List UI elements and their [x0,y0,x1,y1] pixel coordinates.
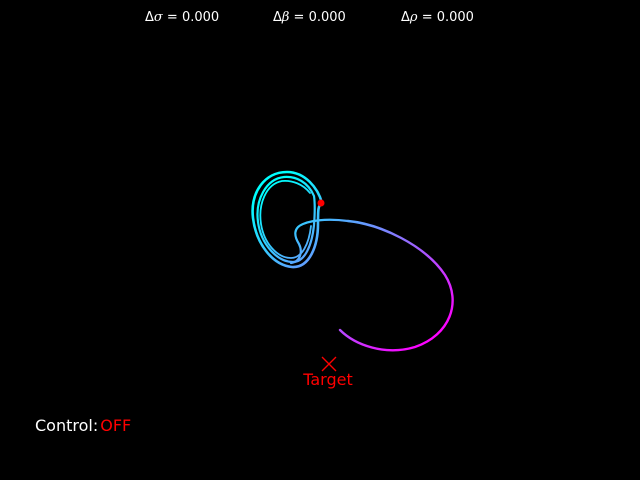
delta-symbol: Δ [145,10,154,25]
trajectory-loop-inner [256,175,316,264]
trajectory-loop-outer [251,170,324,269]
delta-rho-readout: Δρ = 0.000 [401,10,474,25]
control-status: Control: OFF [35,416,131,435]
trajectory-outer-arc [338,219,454,352]
target-label: Target [302,370,353,389]
rho-symbol: ρ [409,10,418,25]
sigma-symbol: σ [153,10,163,25]
trajectory-kink [289,218,350,265]
current-state-marker [317,199,325,207]
delta-rho-value: 0.000 [436,10,474,25]
target-x-icon [321,356,337,372]
beta-symbol: β [281,10,290,25]
delta-symbol: Δ [273,10,282,25]
delta-symbol: Δ [401,10,410,25]
delta-sigma-value: 0.000 [181,10,220,25]
control-state-value: OFF [100,416,132,435]
delta-beta-value: 0.000 [308,10,346,25]
delta-sigma-readout: Δσ = 0.000 [145,10,219,25]
equals-sign: = [417,10,437,25]
equals-sign: = [289,10,309,25]
control-label: Control: [35,416,99,435]
equals-sign: = [162,10,182,25]
delta-beta-readout: Δβ = 0.000 [273,10,346,25]
